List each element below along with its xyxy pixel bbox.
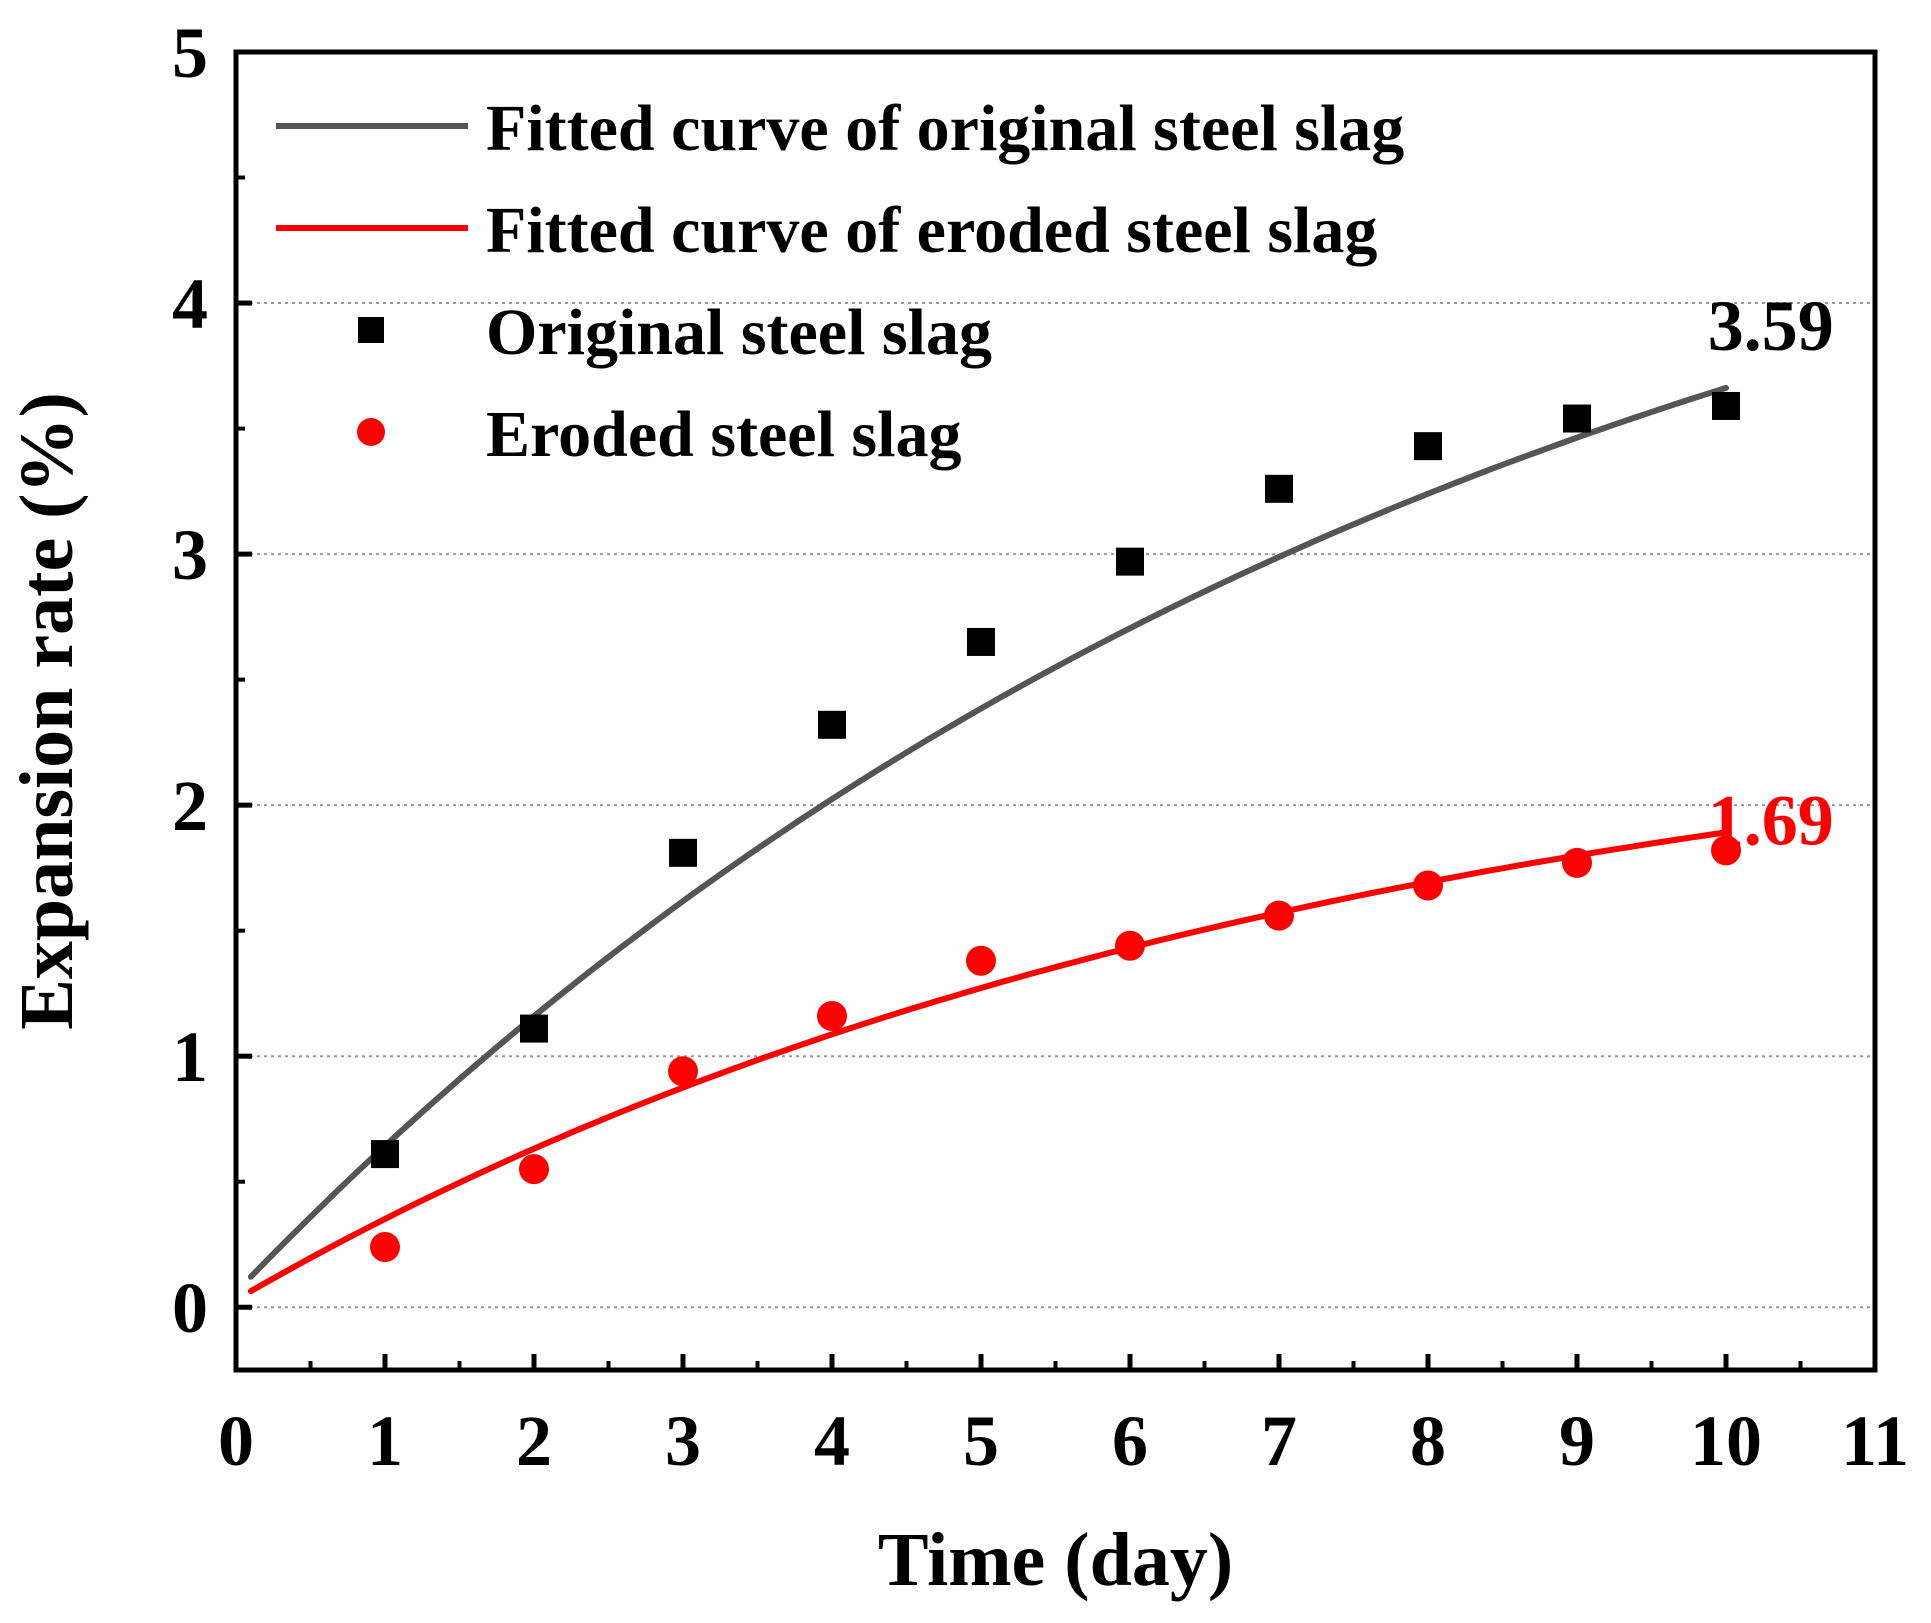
eroded-slag-point (370, 1231, 400, 1262)
original-slag-point (1563, 404, 1591, 433)
legend-label: Original steel slag (486, 296, 992, 369)
eroded-slag-point (668, 1056, 698, 1087)
y-axis-title: Expansion rate (%) (5, 392, 89, 1030)
legend-item: Fitted curve of eroded steel slag (276, 194, 1377, 267)
y-tick-label: 5 (172, 13, 208, 93)
legend-label: Fitted curve of original steel slag (486, 92, 1404, 165)
eroded-slag-point (1711, 835, 1741, 866)
value-annotation: 1.69 (1708, 781, 1834, 861)
original-slag-point (520, 1014, 548, 1043)
eroded-slag-point (966, 945, 996, 976)
x-tick-label: 2 (516, 1401, 552, 1481)
legend-item: Eroded steel slag (357, 398, 961, 471)
y-tick-label: 1 (172, 1017, 208, 1097)
legend-item: Fitted curve of original steel slag (276, 92, 1404, 165)
y-tick-label: 2 (172, 766, 208, 846)
x-tick-label: 1 (367, 1401, 403, 1481)
legend-label: Eroded steel slag (486, 398, 961, 471)
x-tick-label: 10 (1690, 1401, 1762, 1481)
axis-ticks (233, 49, 1878, 1370)
value-annotation: 3.59 (1708, 286, 1834, 366)
x-tick-label: 6 (1112, 1401, 1148, 1481)
data-points (370, 391, 1741, 1262)
x-axis-title: Time (day) (878, 1518, 1233, 1602)
axis-tick-labels: 0 1 2 3 4 5 6 7 8 9 10 11 0 1 2 3 4 5 (172, 13, 1909, 1481)
eroded-slag-point (1115, 930, 1145, 961)
fitted-curve-eroded (247, 829, 1729, 1295)
x-tick-label: 11 (1841, 1401, 1909, 1481)
fitted-curve-original (247, 384, 1729, 1280)
original-slag-point (1265, 474, 1293, 503)
original-slag-point (1414, 432, 1442, 461)
value-annotations: 3.59 1.69 (1708, 286, 1834, 861)
y-tick-label: 4 (172, 264, 208, 344)
original-slag-point (818, 710, 846, 739)
y-tick-label: 0 (172, 1268, 208, 1348)
fitted-curves (247, 384, 1729, 1295)
legend: Fitted curve of original steel slag Fitte… (276, 92, 1404, 471)
original-slag-point (967, 627, 995, 656)
grid-lines (236, 302, 1875, 1309)
original-slag-point (669, 838, 697, 867)
x-tick-label: 0 (218, 1401, 254, 1481)
eroded-slag-point (1413, 870, 1443, 901)
eroded-slag-point (817, 1001, 847, 1032)
x-tick-label: 7 (1261, 1401, 1297, 1481)
original-slag-point (371, 1140, 399, 1169)
x-tick-label: 4 (814, 1401, 850, 1481)
x-tick-label: 8 (1410, 1401, 1446, 1481)
eroded-slag-point (519, 1154, 549, 1185)
original-slag-point (1712, 391, 1740, 420)
eroded-slag-point (1264, 900, 1294, 931)
x-tick-label: 5 (963, 1401, 999, 1481)
legend-square-symbol (358, 317, 384, 343)
y-tick-label: 3 (172, 515, 208, 595)
x-tick-label: 3 (665, 1401, 701, 1481)
original-slag-point (1116, 547, 1144, 576)
x-tick-label: 9 (1559, 1401, 1595, 1481)
legend-circle-symbol (357, 418, 385, 446)
eroded-slag-point (1562, 847, 1592, 878)
legend-label: Fitted curve of eroded steel slag (486, 194, 1377, 267)
legend-item: Original steel slag (358, 296, 992, 369)
